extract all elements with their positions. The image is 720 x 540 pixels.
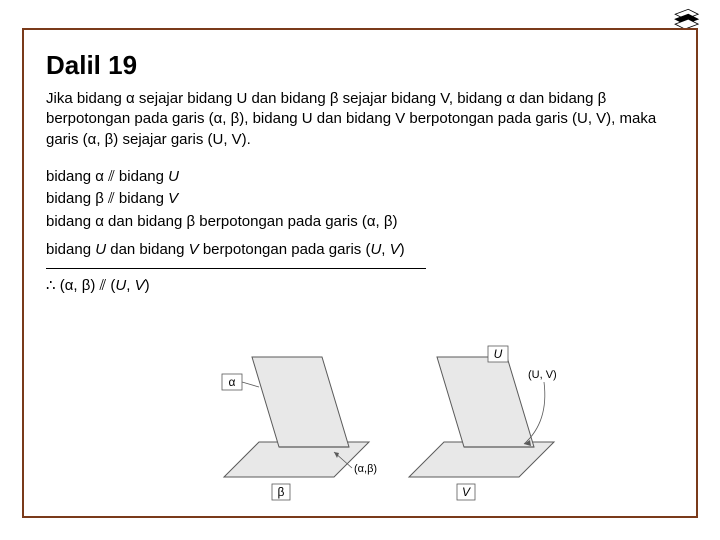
proof-divider [46,268,426,269]
text: berpotongan pada garis ( [199,241,371,258]
plane-alpha [252,357,349,447]
text: ) [145,277,150,294]
proof-line-3: bidang α dan bidang β berpotongan pada g… [46,211,674,234]
label-V: V [462,485,471,499]
text: ) [400,241,405,258]
label-U: U [494,347,503,361]
text: bidang [115,168,168,185]
var-V: V [135,277,145,294]
text: bidang [115,190,168,207]
label-beta: β [278,485,285,499]
proof-conclusion: ∴ (α, β) ⫽ (U, V) [46,275,674,298]
var-V: V [168,190,178,207]
proof-line-4: bidang U dan bidang V berpotongan pada g… [46,239,674,262]
proof-premises: bidang α ⫽ bidang U bidang β ⫽ bidang V … [46,166,674,234]
text: bidang β [46,190,108,207]
text: , [381,241,389,258]
text: , [126,277,134,294]
text: dan bidang [106,241,189,258]
label-UV: (U, V) [528,369,557,381]
var-V: V [189,241,199,258]
var-V: V [390,241,400,258]
planes-diagram: α β (α,β) U V (U, V) [204,332,574,502]
text: ( [106,277,115,294]
slide-title: Dalil 19 [46,50,674,81]
label-alphabeta: (α,β) [354,463,377,475]
theorem-statement: Jika bidang α sejajar bidang U dan bidan… [46,89,674,150]
text: bidang [46,241,95,258]
parallel-symbol: ⫽ [108,190,115,207]
text: bidang α [46,168,108,185]
var-U: U [168,168,179,185]
var-U: U [115,277,126,294]
var-U: U [95,241,106,258]
text: ∴ (α, β) [46,277,100,294]
var-U: U [370,241,381,258]
proof-line-1: bidang α ⫽ bidang U [46,166,674,189]
slide-frame: Dalil 19 Jika bidang α sejajar bidang U … [22,28,698,518]
plane-U [437,357,534,447]
proof-line-2: bidang β ⫽ bidang V [46,188,674,211]
parallel-symbol: ⫽ [108,168,115,185]
label-alpha: α [229,375,236,389]
